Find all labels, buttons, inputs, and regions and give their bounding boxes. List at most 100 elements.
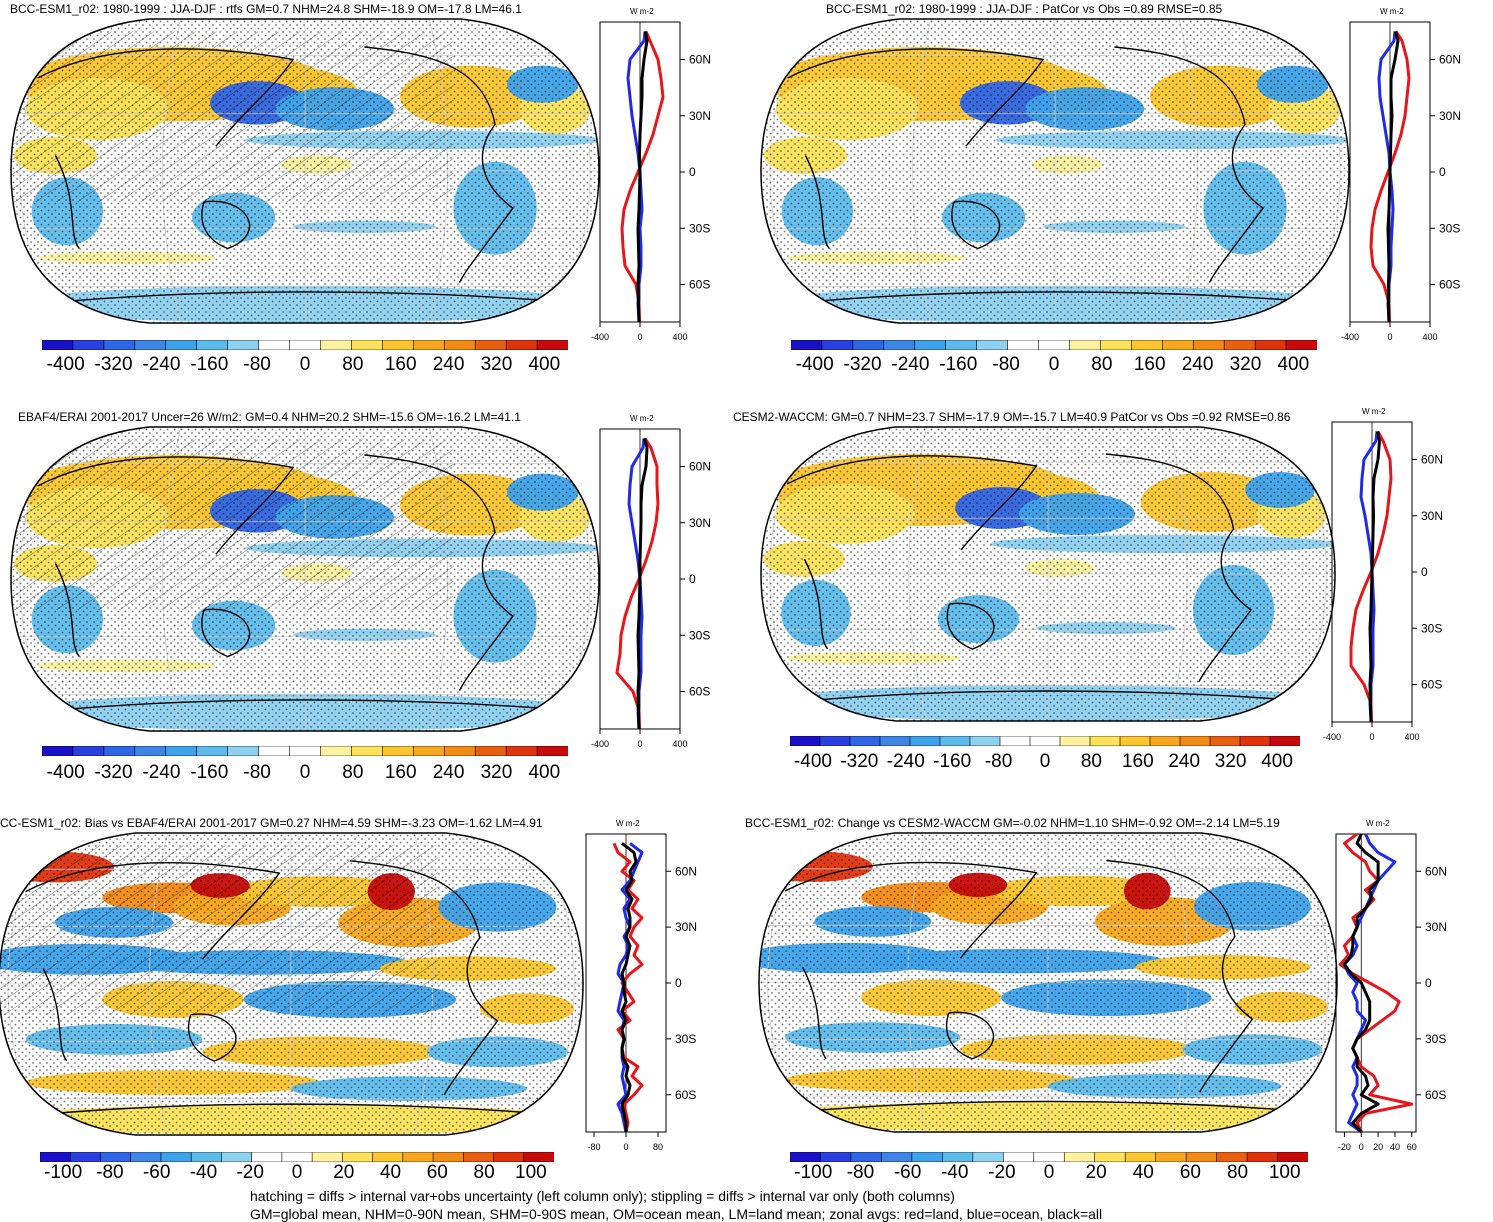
x-tick-label: -80: [587, 1142, 600, 1152]
y-tick-label: 30N: [675, 920, 697, 934]
colorbar: [42, 340, 568, 350]
coastline: [817, 291, 1305, 302]
colorbar-swatch: [289, 746, 322, 756]
y-tick-label: 60N: [1421, 453, 1443, 467]
colorbar-swatch: [852, 340, 885, 350]
world-map: [10, 426, 600, 732]
colorbar-label: 0: [1043, 1162, 1055, 1183]
colorbar-label: 80: [342, 354, 364, 375]
colorbar-swatch: [1185, 1152, 1218, 1162]
colorbar-label: -240: [891, 354, 930, 375]
colorbar-label: 320: [1214, 751, 1247, 772]
colorbar-label: -400: [793, 751, 832, 772]
profile-units: W m-2: [1362, 407, 1386, 416]
colorbar-swatch: [945, 340, 978, 350]
colorbar-swatch: [42, 746, 74, 756]
colorbar-swatch: [320, 340, 353, 350]
x-tick-label: 20: [1373, 1142, 1383, 1152]
y-tick-label: 60N: [689, 53, 711, 67]
footer-note-legend: GM=global mean, NHM=0-90N mean, SHM=0-90…: [250, 1206, 1103, 1222]
colorbar-swatch: [351, 340, 384, 350]
colorbar-label: 0: [291, 1162, 303, 1183]
y-tick-label: 0: [1439, 165, 1446, 179]
colorbar-swatch: [372, 1152, 404, 1162]
colorbar-swatch: [134, 746, 167, 756]
coastline: [201, 200, 251, 250]
colorbar-label: -160: [190, 762, 229, 783]
world-map: [760, 426, 1336, 722]
colorbar-label: 60: [1179, 1162, 1201, 1183]
x-tick-label: 0: [623, 1142, 628, 1152]
y-tick-label: 0: [1421, 565, 1428, 579]
colorbar-label: 400: [528, 354, 561, 375]
y-tick-label: 60N: [689, 460, 711, 474]
colorbar-label: 160: [384, 762, 417, 783]
colorbar-label: 80: [1080, 751, 1102, 772]
profile-units: W m-2: [616, 819, 640, 828]
colorbar-swatch: [474, 746, 507, 756]
y-tick-label: 60S: [689, 278, 710, 292]
colorbar-swatch: [1059, 736, 1091, 746]
colorbar-label: 60: [426, 1162, 448, 1183]
colorbar-label: 320: [1229, 354, 1262, 375]
coastline: [951, 200, 1001, 250]
colorbar-label: 160: [384, 354, 417, 375]
x-tick-label: 0: [1387, 332, 1392, 342]
x-tick-label: 400: [672, 332, 687, 342]
coastline: [804, 155, 830, 249]
colorbar-swatch: [196, 340, 229, 350]
colorbar-swatch: [493, 1152, 525, 1162]
colorbar-swatch: [536, 746, 568, 756]
stippling-overlay: [761, 19, 1349, 323]
coastline: [787, 48, 1045, 147]
colorbar-swatch: [258, 340, 291, 350]
colorbar-swatch: [443, 746, 476, 756]
colorbar-label: -80: [846, 1162, 875, 1183]
y-tick-label: 60S: [1425, 1088, 1446, 1102]
colorbar-swatch: [976, 340, 1009, 350]
colorbar-label: -60: [893, 1162, 922, 1183]
coastline: [54, 1103, 539, 1115]
profile-line-all: [620, 842, 638, 1132]
colorbar-swatch: [1131, 340, 1164, 350]
colorbar-swatch: [523, 1152, 554, 1162]
colorbar-swatch: [1209, 736, 1241, 746]
y-tick-label: 30S: [1421, 621, 1442, 635]
colorbar-swatch: [942, 1152, 974, 1162]
coastline: [1105, 453, 1252, 683]
map-border: [758, 832, 1338, 1133]
colorbar-label: -80: [992, 354, 1020, 375]
colorbar-label: 240: [432, 762, 465, 783]
coastline: [54, 155, 80, 249]
colorbar-swatch: [311, 1152, 344, 1162]
profile-units: W m-2: [1366, 819, 1390, 828]
colorbar-swatch: [1033, 1152, 1066, 1162]
colorbar-swatch: [972, 1152, 1005, 1162]
coastline: [37, 456, 295, 555]
colorbar-swatch: [134, 340, 167, 350]
y-tick-label: 60N: [675, 864, 697, 878]
colorbar-label: 0: [1039, 751, 1051, 772]
x-tick-label: -400: [1323, 732, 1341, 742]
coastline: [784, 861, 1038, 959]
colorbar-swatch: [819, 736, 851, 746]
y-tick-label: 30S: [1425, 1032, 1446, 1046]
colorbar-swatch: [1094, 1152, 1126, 1162]
colorbar-label: -400: [795, 354, 834, 375]
world-map: [758, 832, 1338, 1133]
colorbar-swatch: [909, 736, 941, 746]
colorbar-label: -100: [44, 1162, 83, 1183]
colorbar-swatch: [1269, 736, 1300, 746]
profile-units: W m-2: [630, 414, 654, 423]
colorbar-swatch: [165, 340, 198, 350]
colorbar-label: 400: [1277, 354, 1310, 375]
coastline: [364, 46, 514, 283]
coastline: [187, 1013, 237, 1062]
y-tick-label: 30S: [689, 221, 710, 235]
colorbar-swatch: [850, 1152, 883, 1162]
colorbar-label: -160: [933, 751, 972, 772]
y-tick-label: 30S: [675, 1032, 696, 1046]
colorbar: [790, 1152, 1308, 1162]
colorbar-swatch: [999, 736, 1031, 746]
hatching-overlay: [11, 439, 454, 610]
